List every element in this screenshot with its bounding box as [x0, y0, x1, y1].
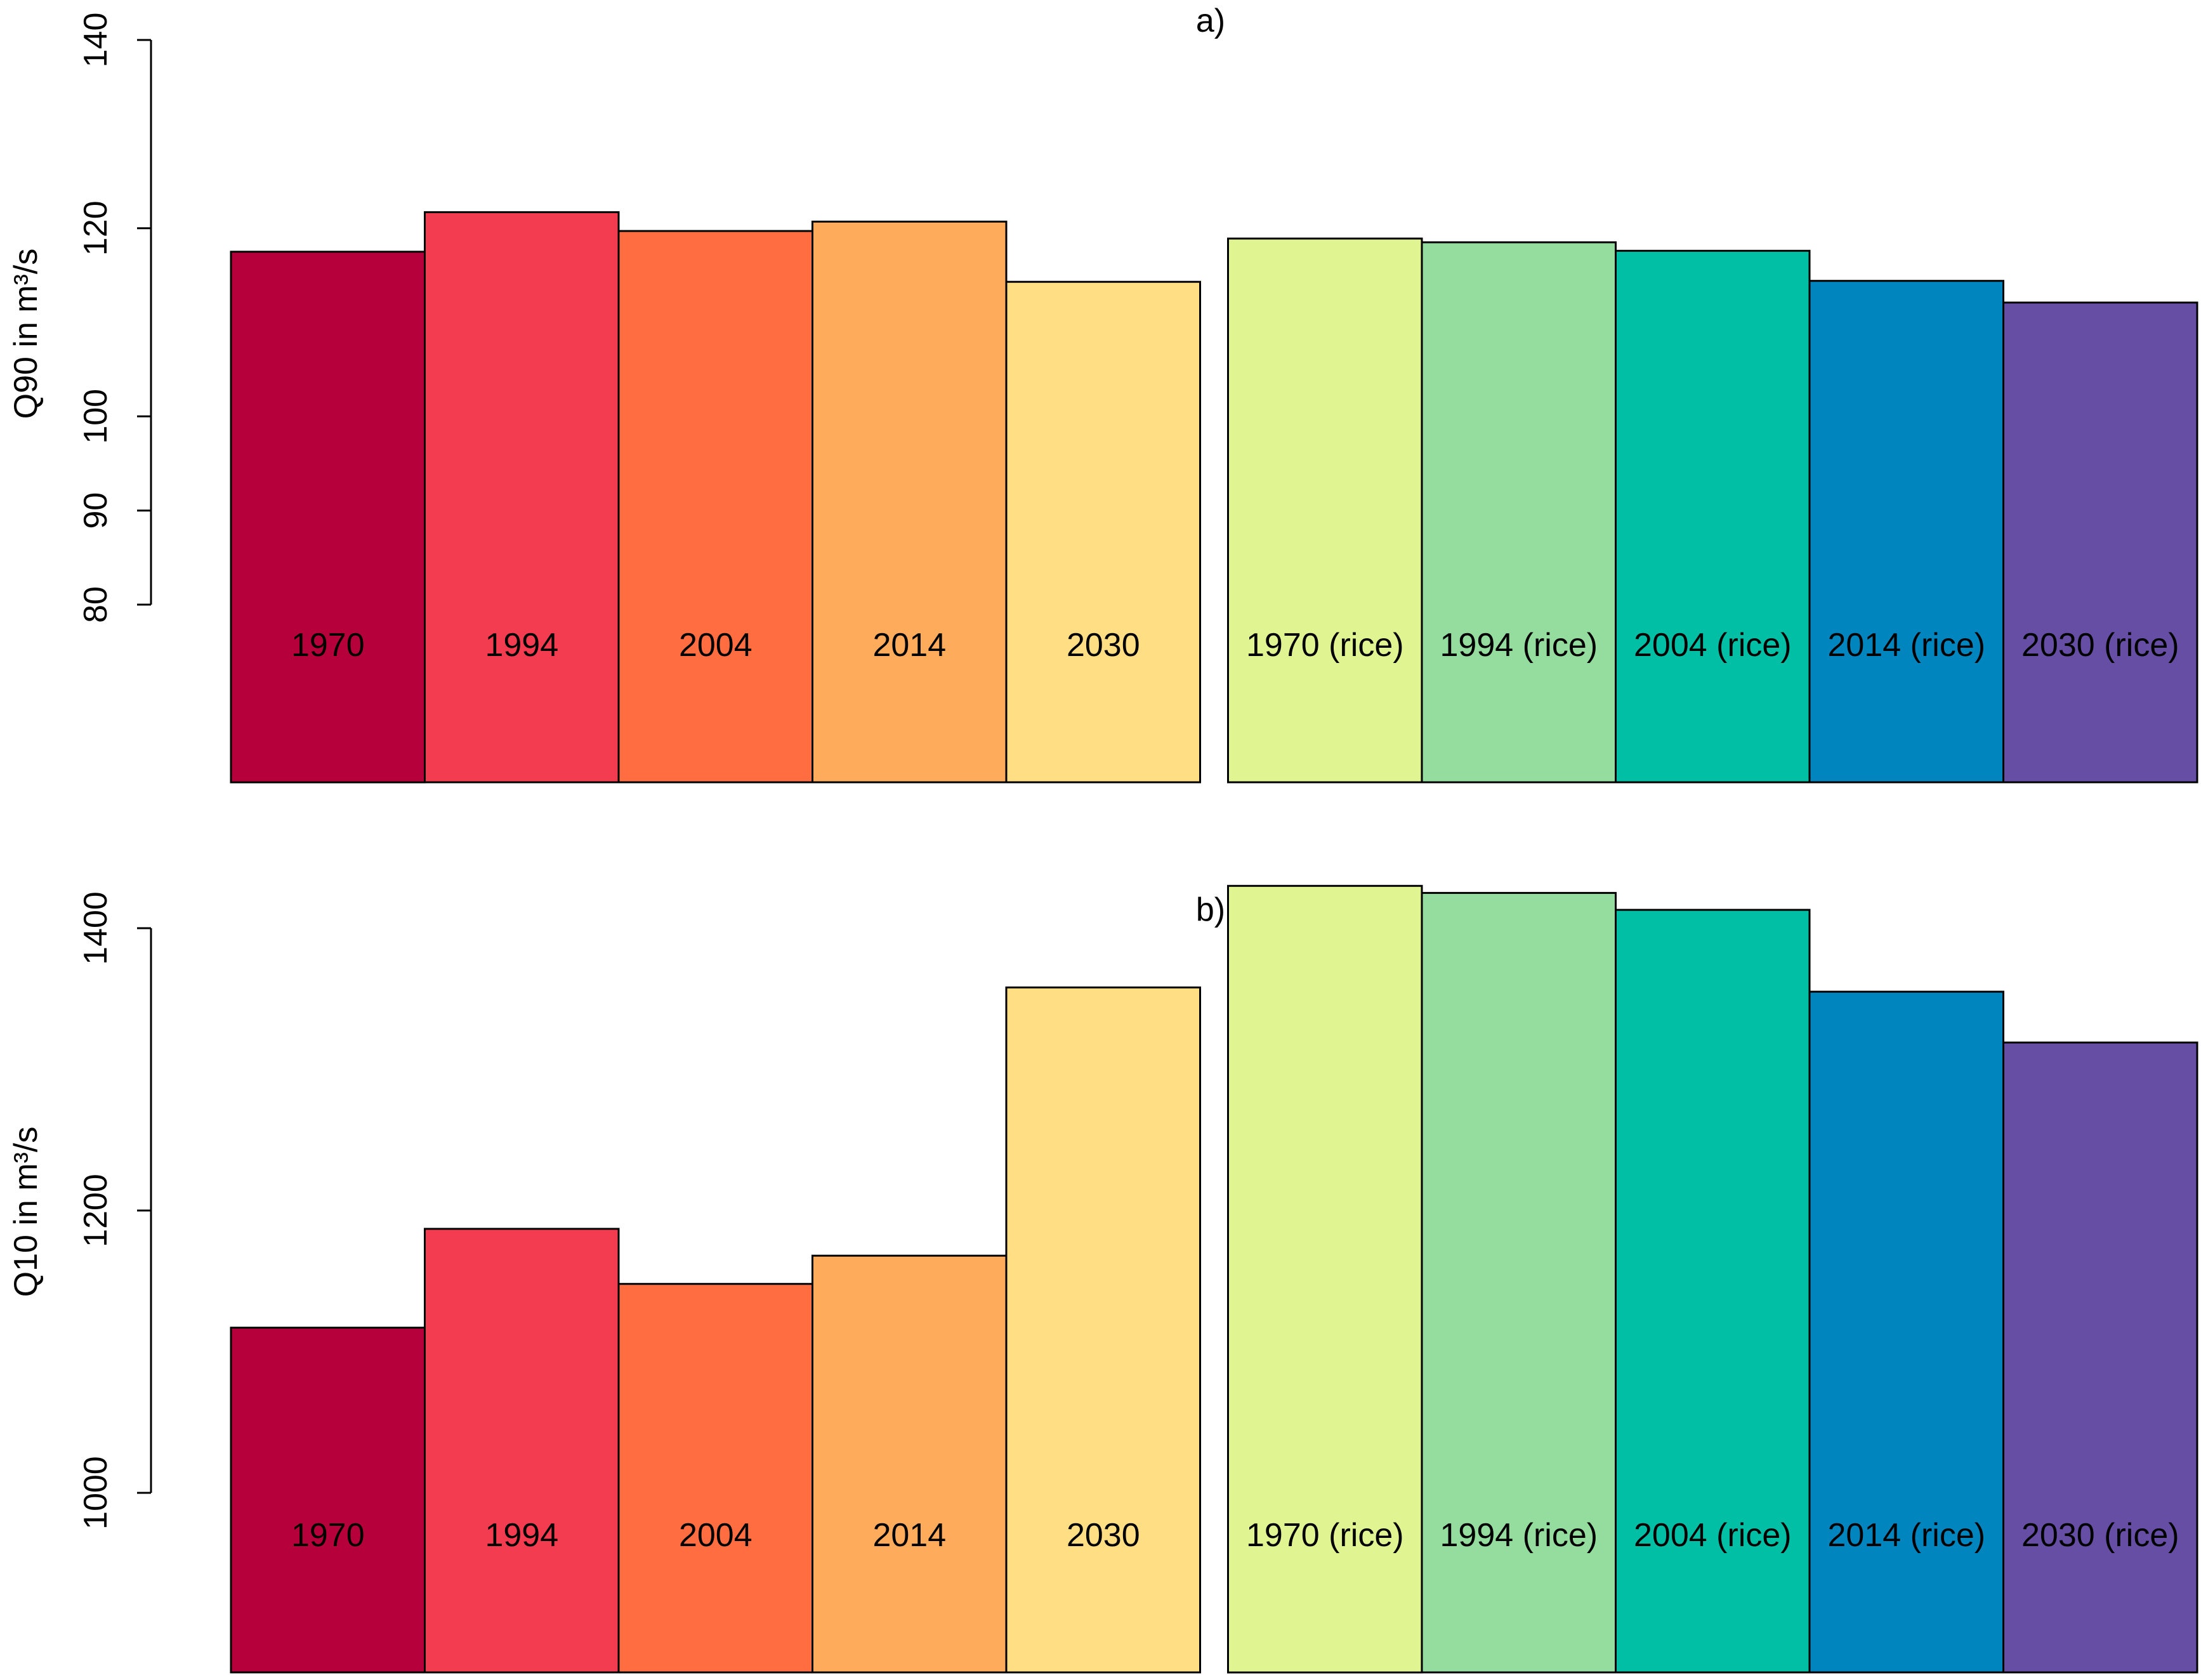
panel-a-bar-label: 2030 [1067, 627, 1140, 664]
panel-b-bar-label: 1994 (rice) [1440, 1517, 1598, 1554]
panel-a-bar-2030-rice [2002, 301, 2198, 784]
panel-a-bar-2004 [617, 230, 813, 784]
panel-a-bar-label: 2004 [679, 627, 752, 664]
panel-a-y-tick-label: 80 [77, 586, 114, 623]
panel-b-y-tick-label: 1000 [77, 1456, 114, 1530]
panel-b-bar-2014 [811, 1254, 1008, 1674]
panel-a-bar-1970-rice [1227, 237, 1423, 784]
panel-b-bar-2004-rice [1615, 909, 1811, 1674]
panel-a-bar-1994-rice [1421, 241, 1617, 784]
panel-b-bar-1994-rice [1421, 891, 1617, 1674]
panel-a-y-axis-label: Q90 in m³/s [8, 249, 44, 419]
panel-b-bar-1994 [424, 1228, 620, 1674]
panel-a-title: a) [1196, 3, 1225, 39]
panel-a-bar-label: 2014 (rice) [1828, 627, 1986, 664]
panel-b-bar-2014-rice [1808, 990, 2004, 1674]
panel-b-bar-label: 2030 (rice) [2021, 1517, 2179, 1554]
panel-a-y-axis-line [137, 39, 152, 606]
panel-b-bar-2030-rice [2002, 1041, 2198, 1674]
panel-a-bar-1970 [230, 251, 426, 784]
panel-b-y-tick-label: 1400 [77, 891, 114, 965]
panel-a-y-tick-label: 120 [77, 200, 114, 256]
panel-a-bar-label: 2014 [872, 627, 946, 664]
panel-a-y-tick-label: 90 [77, 492, 114, 529]
panel-b-bar-label: 2014 [872, 1517, 946, 1554]
panel-b-bar-label: 2004 (rice) [1634, 1517, 1792, 1554]
panel-a-bar-2014-rice [1808, 280, 2004, 784]
panel-b-bar-2030 [1005, 986, 1201, 1674]
panel-b-y-tick-label: 1200 [77, 1174, 114, 1247]
panel-b-q10: 1970 1994 2004 2014 2030 1970 (rice) 1994 (ric… [8, 884, 2198, 1674]
panel-a-bar-label: 1970 (rice) [1246, 627, 1404, 664]
panel-b-bar-label: 1970 [291, 1517, 365, 1554]
panel-b-y-axis-line [137, 927, 152, 1494]
panel-a-bar-label: 1970 [291, 627, 365, 664]
panel-b-title: b) [1196, 891, 1225, 928]
panel-a-bar-2014 [811, 220, 1008, 784]
panel-a-y-tick-label: 140 [77, 13, 114, 68]
panel-b-bar-label: 1970 (rice) [1246, 1517, 1404, 1554]
panel-a-bar-label: 1994 [485, 627, 558, 664]
panel-a-bars [230, 211, 2198, 784]
panel-b-y-axis-label: Q10 in m³/s [8, 1127, 44, 1297]
panel-b-bar-1970-rice [1227, 884, 1423, 1674]
panel-a-bar-1994 [424, 211, 620, 784]
panel-a-y-axis: 80 90 100 120 140 [77, 13, 152, 623]
panel-a-bar-2030 [1005, 280, 1201, 784]
panel-b-bar-label: 2014 (rice) [1828, 1517, 1986, 1554]
panel-a-bar-label: 2030 (rice) [2021, 627, 2179, 664]
panel-b-bars [230, 884, 2198, 1674]
panel-b-bar-labels: 1970 1994 2004 2014 2030 1970 (rice) 1994 (ric… [291, 1517, 2179, 1554]
panel-b-bar-1970 [230, 1327, 426, 1674]
panel-b-bar-label: 1994 [485, 1517, 558, 1554]
panel-b-bar-label: 2004 [679, 1517, 752, 1554]
panel-b-y-axis: 1000 1200 1400 [77, 891, 152, 1530]
panel-a-q90: 1970 1994 2004 2014 2030 1970 (rice) 1994 (ric… [8, 3, 2198, 784]
panel-a-bar-labels: 1970 1994 2004 2014 2030 1970 (rice) 1994 (ric… [291, 627, 2179, 664]
panel-a-bar-label: 2004 (rice) [1634, 627, 1792, 664]
panel-a-bar-label: 1994 (rice) [1440, 627, 1598, 664]
panel-a-bar-2004-rice [1615, 249, 1811, 784]
panel-b-bar-label: 2030 [1067, 1517, 1140, 1554]
panel-b-bar-2004 [617, 1283, 813, 1674]
panel-a-y-tick-label: 100 [77, 389, 114, 444]
